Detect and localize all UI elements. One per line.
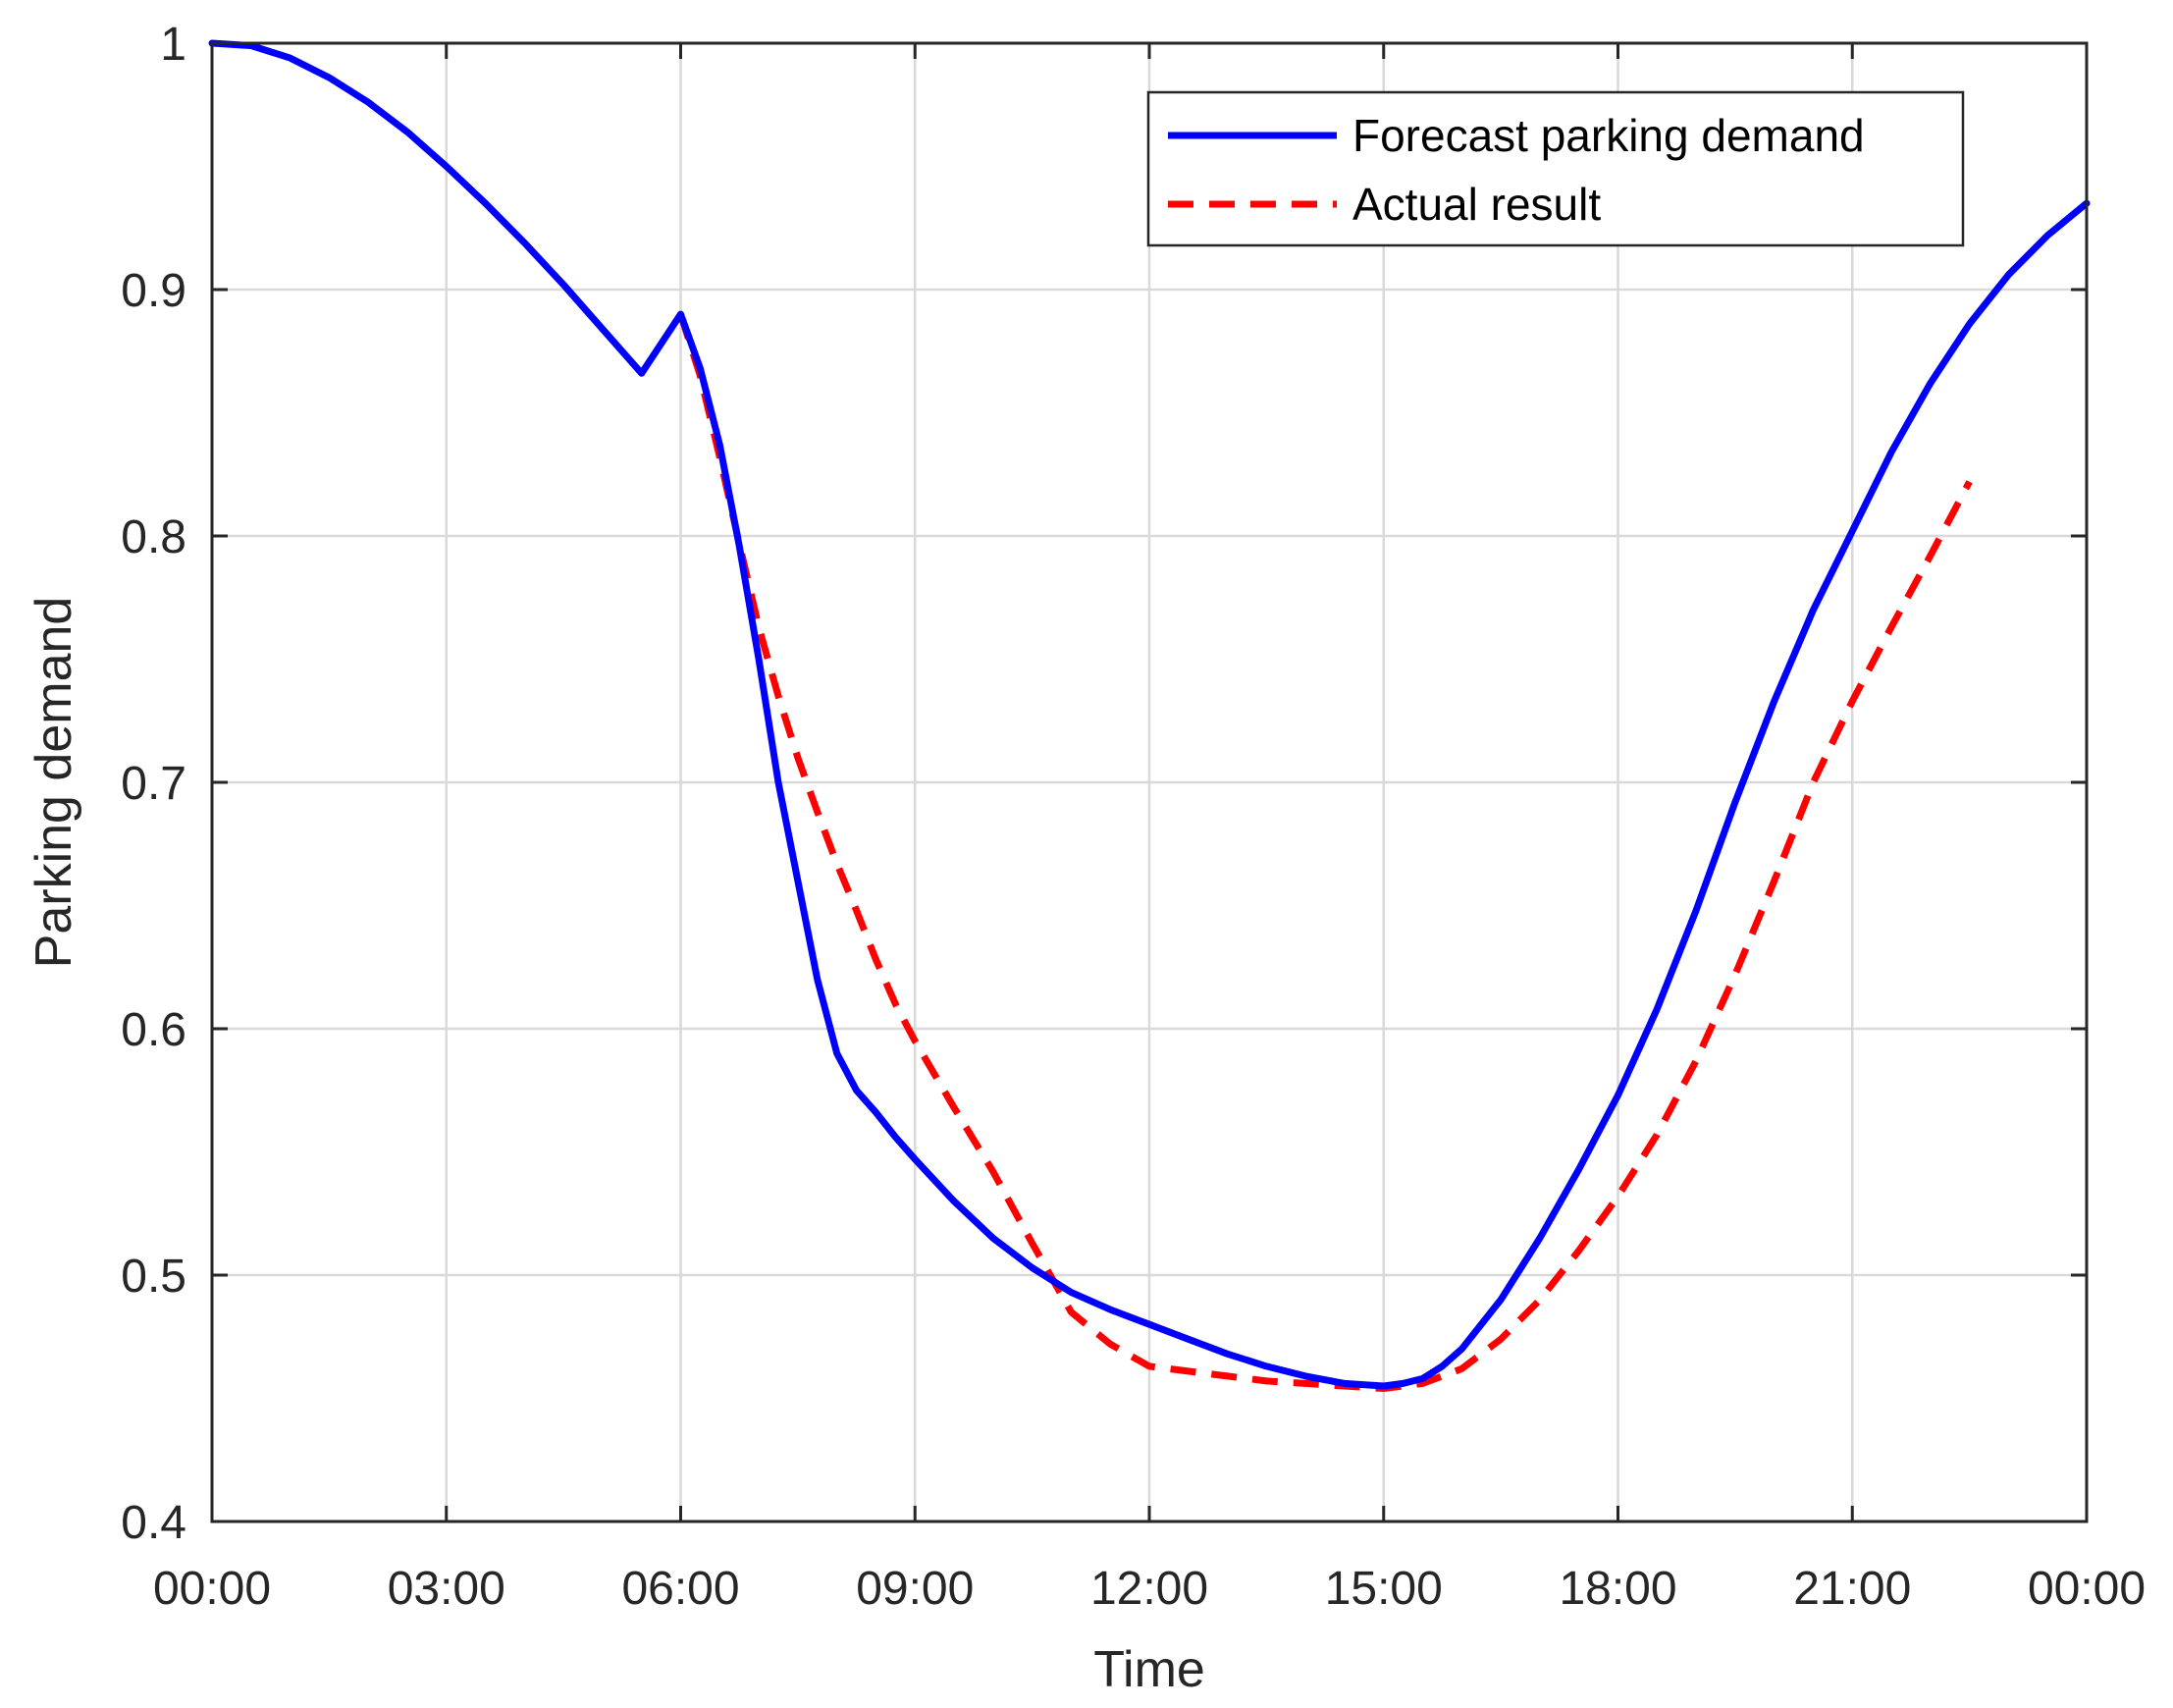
y-tick-label: 1: [160, 19, 186, 71]
y-tick-label: 0.6: [121, 1004, 186, 1056]
series-group: [208, 39, 2091, 1392]
x-tick-label: 03:00: [388, 1563, 505, 1615]
legend: Forecast parking demand Actual result: [1146, 90, 1965, 247]
x-tick-label: 00:00: [153, 1563, 271, 1615]
series-line-forecast: [208, 39, 2091, 1390]
y-axis-title: Parking demand: [26, 597, 82, 969]
legend-label-actual: Actual result: [1352, 179, 1601, 230]
x-tick-label: 18:00: [1559, 1563, 1676, 1615]
y-tick-label: 0.4: [121, 1497, 186, 1549]
x-tick-label: 15:00: [1325, 1563, 1443, 1615]
y-tick-label: 0.7: [121, 758, 186, 810]
x-tick-label: 00:00: [2028, 1563, 2146, 1615]
x-tick-label: 06:00: [621, 1563, 739, 1615]
y-tick-labels: 0.4 0.5 0.6 0.7 0.8 0.9 1: [121, 19, 186, 1549]
grid: [212, 43, 2087, 1521]
legend-box: [1146, 90, 1965, 247]
legend-label-forecast: Forecast parking demand: [1352, 110, 1865, 161]
x-tick-label: 12:00: [1090, 1563, 1208, 1615]
y-tick-label: 0.5: [121, 1251, 186, 1303]
y-tick-label: 0.8: [121, 511, 186, 563]
x-axis-title: Time: [1093, 1641, 1205, 1698]
axis-ticks: [210, 41, 2089, 1523]
x-tick-label: 09:00: [856, 1563, 974, 1615]
x-tick-labels: 00:00 03:00 06:00 09:00 12:00 15:00 18:00 21:00…: [153, 1563, 2146, 1615]
y-tick-label: 0.9: [121, 265, 186, 317]
x-tick-label: 21:00: [1793, 1563, 1911, 1615]
